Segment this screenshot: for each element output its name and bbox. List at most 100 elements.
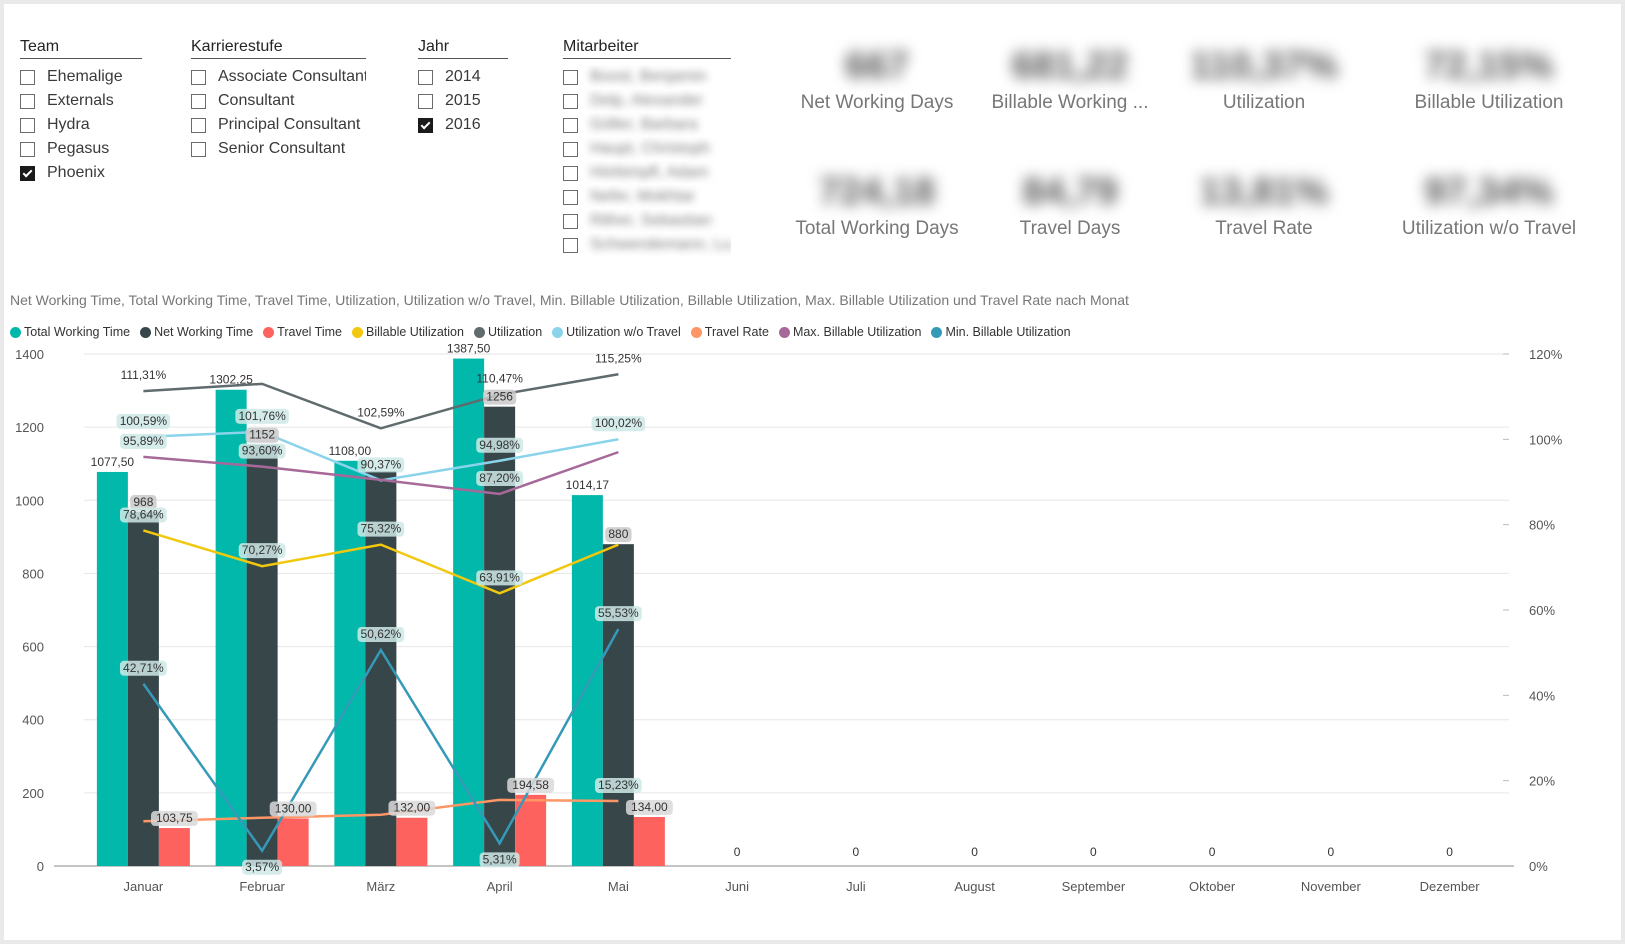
slicer-header: Jahr	[418, 38, 508, 59]
legend-item-travel-time[interactable]: Travel Time	[263, 325, 342, 339]
legend-item-utilization[interactable]: Utilization	[473, 325, 542, 339]
slicer-item[interactable]: 2016	[418, 113, 508, 137]
bar-travel-time	[396, 817, 428, 866]
x-tick-label: Mai	[608, 879, 629, 894]
checkbox[interactable]	[20, 141, 35, 157]
kpi-card-travel-days: 84,79 Travel Days	[965, 170, 1175, 240]
legend-item-min-billable-utilization[interactable]: Min. Billable Utilization	[931, 325, 1071, 339]
legend-label: Total Working Time	[24, 325, 131, 339]
slicer-item[interactable]: Phoenix	[20, 161, 142, 185]
slicer-item[interactable]: Hydra	[20, 113, 142, 137]
checkbox[interactable]	[20, 93, 35, 109]
kpi-value: 724,18	[818, 171, 936, 213]
data-label: 194,58	[512, 778, 549, 792]
y-tick-label: 800	[22, 566, 44, 581]
checkbox[interactable]	[563, 141, 578, 157]
legend-item-billable-utilization[interactable]: Billable Utilization	[352, 325, 464, 339]
checkbox[interactable]	[191, 117, 206, 133]
slicer-item[interactable]: Senior Consultant	[191, 137, 366, 161]
slicer-item[interactable]: Pegasus	[20, 137, 142, 161]
checkbox[interactable]	[191, 93, 206, 109]
legend-dot	[10, 326, 21, 338]
data-label: 78,64%	[123, 507, 164, 521]
slicer-item[interactable]: Principal Consultant	[191, 113, 366, 137]
checkbox[interactable]	[20, 117, 35, 133]
data-label-bg	[605, 527, 632, 543]
bar-total-working-time	[215, 389, 247, 866]
kpi-value: 681,22	[1011, 45, 1129, 87]
checkbox[interactable]	[418, 69, 433, 85]
slicer-item[interactable]: Göller, Barbara	[563, 113, 731, 137]
data-label-bg	[591, 416, 646, 432]
kpi-card-total-working-days: 724,18 Total Working Days	[772, 170, 982, 240]
slicer-item[interactable]: Haupt, Christoph	[563, 137, 731, 161]
data-label: 0	[1328, 845, 1335, 859]
legend-label: Min. Billable Utilization	[945, 325, 1071, 339]
checkbox[interactable]	[418, 93, 433, 109]
data-label-bg	[388, 800, 436, 816]
checkbox[interactable]	[563, 93, 578, 109]
slicer-item[interactable]: Nefer, Mokhtar	[563, 185, 731, 209]
kpi-card-billable-working: 681,22 Billable Working ...	[965, 44, 1175, 114]
data-label-bg	[476, 437, 524, 453]
checkbox[interactable]	[563, 165, 578, 181]
data-label: 115,25%	[595, 351, 642, 365]
legend-item-net-working-time[interactable]: Net Working Time	[140, 325, 253, 339]
slicer-item[interactable]: Delp, Alexander	[563, 89, 731, 113]
kpi-card-billable-utilization: 72,15% Billable Utilization	[1384, 44, 1594, 114]
bar-travel-time	[277, 818, 309, 866]
checkbox[interactable]	[563, 189, 578, 205]
kpi-value: 97,34%	[1424, 171, 1554, 213]
checkbox[interactable]	[191, 141, 206, 157]
slicer-item[interactable]: Rither, Sebastian	[563, 209, 731, 233]
data-label-bg	[238, 543, 286, 559]
checkbox[interactable]	[563, 69, 578, 85]
chart-title: Net Working Time, Total Working Time, Tr…	[10, 292, 1129, 308]
checkbox[interactable]	[563, 117, 578, 133]
data-label-bg	[357, 457, 405, 473]
legend-dot	[352, 326, 363, 338]
data-label: 1256	[486, 390, 513, 404]
slicer-item[interactable]: Associate Consultant	[191, 65, 366, 89]
y-tick-label: 600	[22, 640, 44, 655]
x-tick-label: März	[366, 879, 395, 894]
y-tick-label: 400	[22, 713, 44, 728]
slicer-item[interactable]: Schwendemann, Lu...	[563, 233, 731, 257]
data-label: 1302,25	[209, 373, 253, 387]
legend-label: Travel Rate	[704, 325, 769, 339]
slicer-item[interactable]: Hörbimpfl, Adam	[563, 161, 731, 185]
legend-label: Utilization w/o Travel	[566, 325, 681, 339]
slicer-header: Mitarbeiter	[563, 38, 731, 59]
slicer-karrierestufe: Karrierestufe Associate Consultant Consu…	[191, 38, 366, 161]
data-label-bg	[119, 433, 167, 449]
kpi-card-travel-rate: 13,81% Travel Rate	[1159, 170, 1369, 240]
line-travel-rate	[143, 798, 619, 823]
legend-item-utilization-w-o-travel[interactable]: Utilization w/o Travel	[552, 325, 681, 339]
checkbox[interactable]	[563, 237, 578, 253]
slicer-item[interactable]: Consultant	[191, 89, 366, 113]
slicer-item[interactable]: Externals	[20, 89, 142, 113]
slicer-item[interactable]: Boost, Benjamin	[563, 65, 731, 89]
legend-item-total-working-time[interactable]: Total Working Time	[10, 325, 130, 339]
slicer-item[interactable]: 2014	[418, 65, 508, 89]
checkbox-checked[interactable]	[20, 165, 35, 181]
checkbox-checked[interactable]	[418, 117, 433, 133]
y2-tick-label: 0%	[1529, 859, 1548, 874]
data-label: 1387,50	[447, 342, 491, 356]
slicer-item[interactable]: 2015	[418, 89, 508, 113]
slicer-header: Karrierestufe	[191, 38, 366, 59]
data-label: 15,23%	[598, 778, 639, 792]
legend-item-travel-rate[interactable]: Travel Rate	[690, 325, 769, 339]
slicer-item[interactable]: Ehemalige	[20, 65, 142, 89]
checkbox[interactable]	[191, 69, 206, 85]
kpi-label: Travel Rate	[1215, 218, 1313, 239]
data-label-bg	[625, 799, 673, 815]
checkbox[interactable]	[563, 213, 578, 229]
legend-item-max-billable-utilization[interactable]: Max. Billable Utilization	[778, 325, 921, 339]
data-label: 63,91%	[479, 570, 520, 584]
data-label: 5,31%	[483, 852, 517, 866]
checkbox[interactable]	[20, 69, 35, 85]
kpi-value: 84,79	[1022, 171, 1118, 213]
kpi-label: Net Working Days	[800, 92, 954, 113]
legend-label: Billable Utilization	[366, 325, 464, 339]
